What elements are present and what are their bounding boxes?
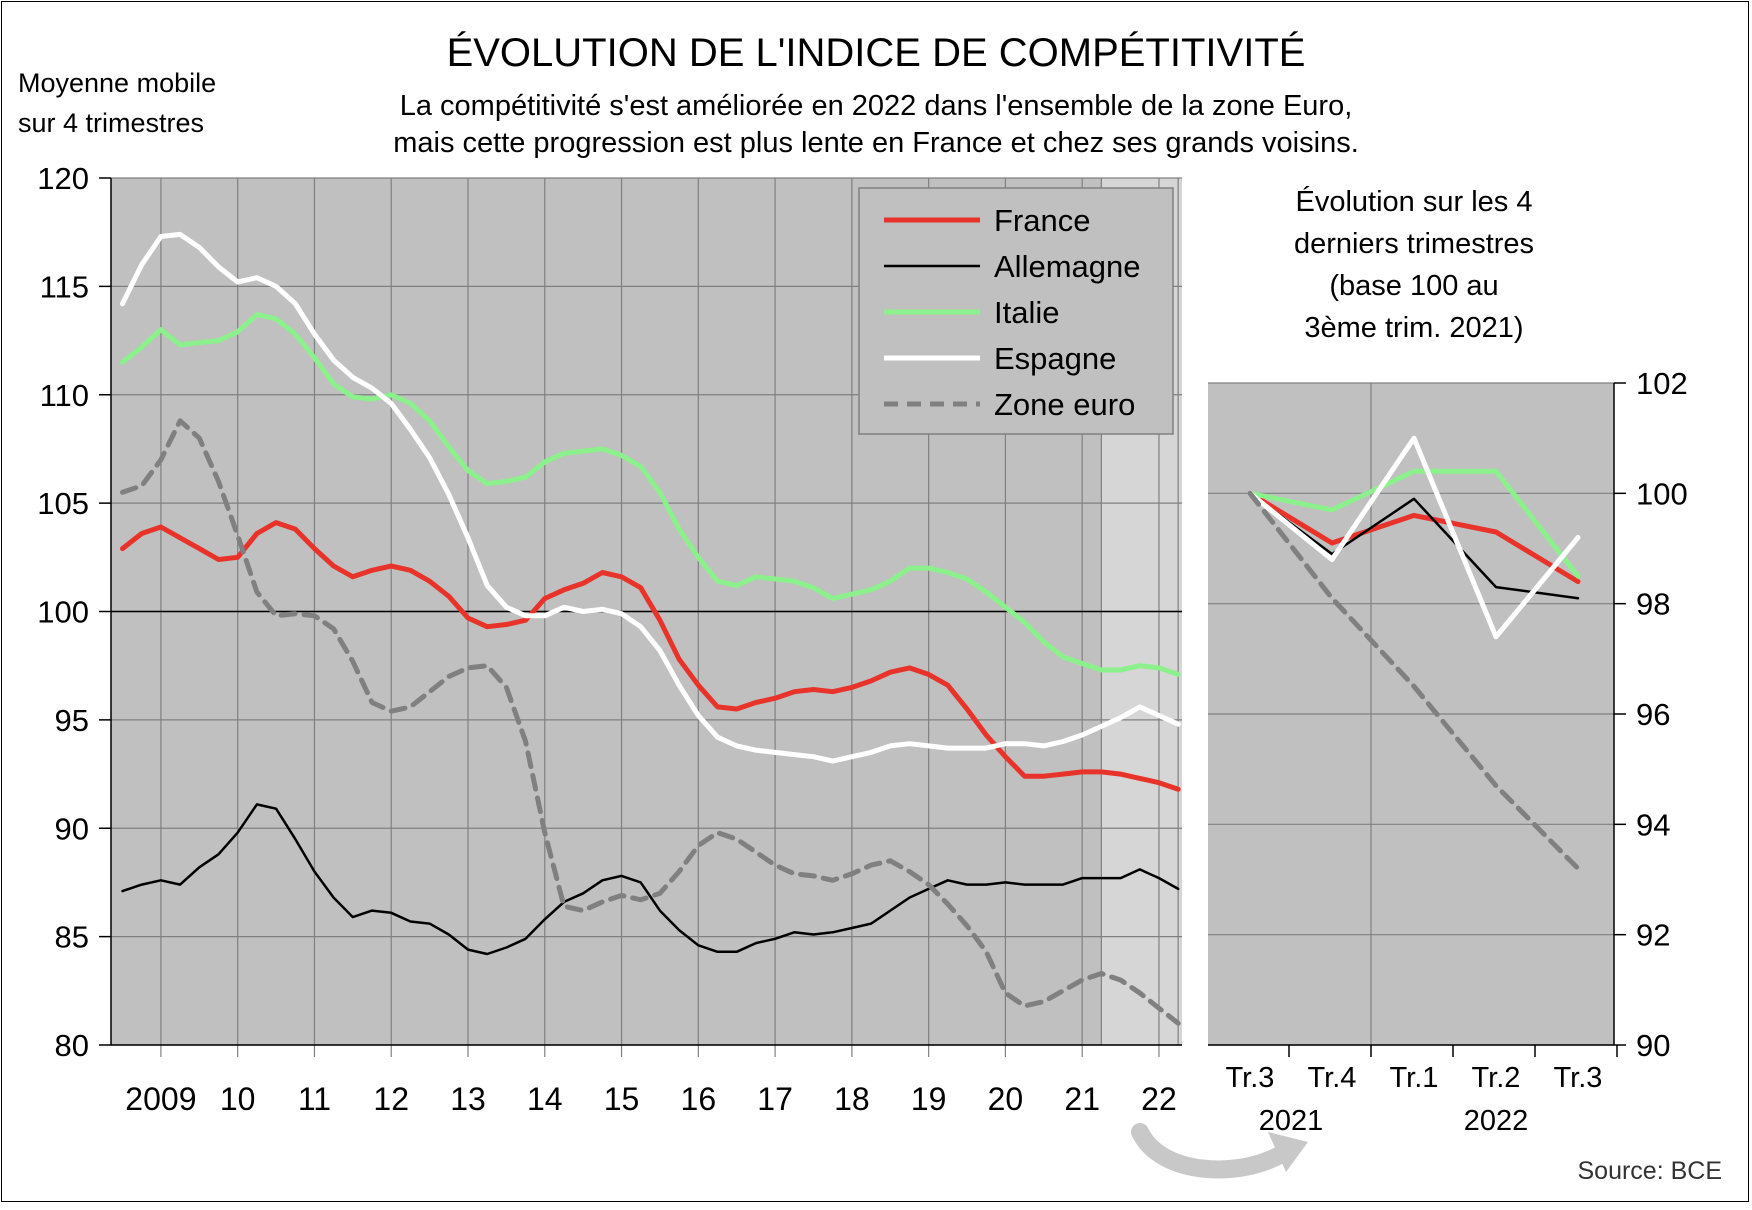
x-tick-label: 17	[757, 1081, 793, 1117]
y-tick-label: 90	[55, 811, 89, 846]
y-tick-label: 105	[37, 486, 89, 521]
inset-title-line-3: (base 100 au	[1329, 270, 1498, 302]
inset-series-line-france	[1247, 490, 1581, 585]
inset-x-tick-label: Tr.4	[1308, 1062, 1357, 1094]
source-note: Source: BCE	[1577, 1157, 1722, 1185]
series-line-espagne	[120, 231, 1181, 764]
inset-y-tick-label: 94	[1636, 807, 1670, 842]
y-tick-label: 100	[37, 595, 89, 630]
inset-y-tick-label: 90	[1636, 1028, 1670, 1063]
main-plot: 2009 10 11 12 13 14 15 16 17 18 19 20 21 22 80 85 90 95 10…	[37, 161, 1182, 1117]
inset-x-tick-label: Tr.1	[1390, 1062, 1439, 1094]
x-tick-label: 11	[298, 1081, 331, 1117]
inset-y-tick-label: 100	[1636, 476, 1688, 511]
x-tick-label: 16	[681, 1081, 717, 1117]
x-tick-label: 13	[450, 1081, 486, 1117]
x-tick-label: 19	[911, 1081, 947, 1117]
inset-series-line-espagne	[1247, 435, 1581, 640]
inset-y-tick-label: 96	[1636, 697, 1670, 732]
x-tick-label: 10	[220, 1081, 256, 1117]
legend-label-italie: Italie	[994, 295, 1059, 330]
legend-label-allemagne: Allemagne	[994, 249, 1140, 284]
inset-title-line-4: 3ème trim. 2021)	[1304, 312, 1523, 344]
transition-arrow-head	[1268, 1132, 1308, 1172]
inset-title-line-2: derniers trimestres	[1294, 228, 1534, 260]
chart-subtitle-line-1: La compétitivité s'est améliorée en 2022…	[400, 90, 1353, 122]
inset-title-line-1: Évolution sur les 4	[1296, 185, 1533, 218]
y-tick-label: 80	[55, 1028, 89, 1063]
legend-label-france: France	[994, 203, 1090, 238]
y-tick-label: 120	[37, 161, 89, 196]
legend-label-espagne: Espagne	[994, 341, 1116, 376]
series-line-allemagne	[121, 803, 1180, 956]
legend: France Allemagne Italie Espagne Zone euro	[858, 187, 1174, 435]
x-tick-label: 2009	[125, 1081, 196, 1117]
inset-x-tick-label: Tr.3	[1554, 1062, 1603, 1094]
inset-y-tick-label: 92	[1636, 918, 1670, 953]
inset-series-line-allemagne	[1248, 492, 1580, 600]
y-tick-label: 95	[55, 703, 89, 738]
y-tick-label: 110	[40, 378, 89, 413]
inset-plot: 90 92 94 96 98 100 102 Tr.3 Tr.4 Tr.1 Tr.2 Tr.3 2021…	[1208, 366, 1688, 1137]
legend-label-zone-euro: Zone euro	[994, 387, 1135, 422]
y-tick-label: 85	[55, 920, 89, 955]
y-axis-label-line-2: sur 4 trimestres	[18, 108, 204, 138]
x-tick-label: 20	[988, 1081, 1024, 1117]
series-line-italie	[120, 312, 1181, 677]
x-tick-label: 18	[834, 1081, 870, 1117]
inset-year-label: 2021	[1259, 1105, 1324, 1137]
transition-arrow	[1131, 1123, 1294, 1179]
series-line-zone-euro	[120, 418, 1181, 1026]
x-tick-label: 21	[1064, 1081, 1100, 1117]
x-tick-label: 22	[1141, 1081, 1177, 1117]
inset-year-label: 2022	[1464, 1105, 1529, 1137]
chart-title: ÉVOLUTION DE L'INDICE DE COMPÉTITIVITÉ	[447, 30, 1306, 75]
y-axis-label-line-1: Moyenne mobile	[18, 68, 216, 98]
y-tick-label: 115	[40, 269, 89, 304]
inset-y-tick-label: 98	[1636, 587, 1670, 622]
inset-y-tick-label: 102	[1636, 366, 1688, 401]
chart-subtitle-line-2: mais cette progression est plus lente en…	[393, 127, 1359, 159]
x-tick-label: 15	[604, 1081, 640, 1117]
inset-series-line-italie	[1247, 468, 1581, 579]
inset-series-line-zone-euro	[1247, 490, 1581, 871]
x-tick-label: 14	[527, 1081, 563, 1117]
inset-x-tick-label: Tr.2	[1472, 1062, 1521, 1094]
x-tick-label: 12	[373, 1081, 409, 1117]
series-line-france	[120, 520, 1181, 792]
inset-x-tick-label: Tr.3	[1226, 1062, 1275, 1094]
